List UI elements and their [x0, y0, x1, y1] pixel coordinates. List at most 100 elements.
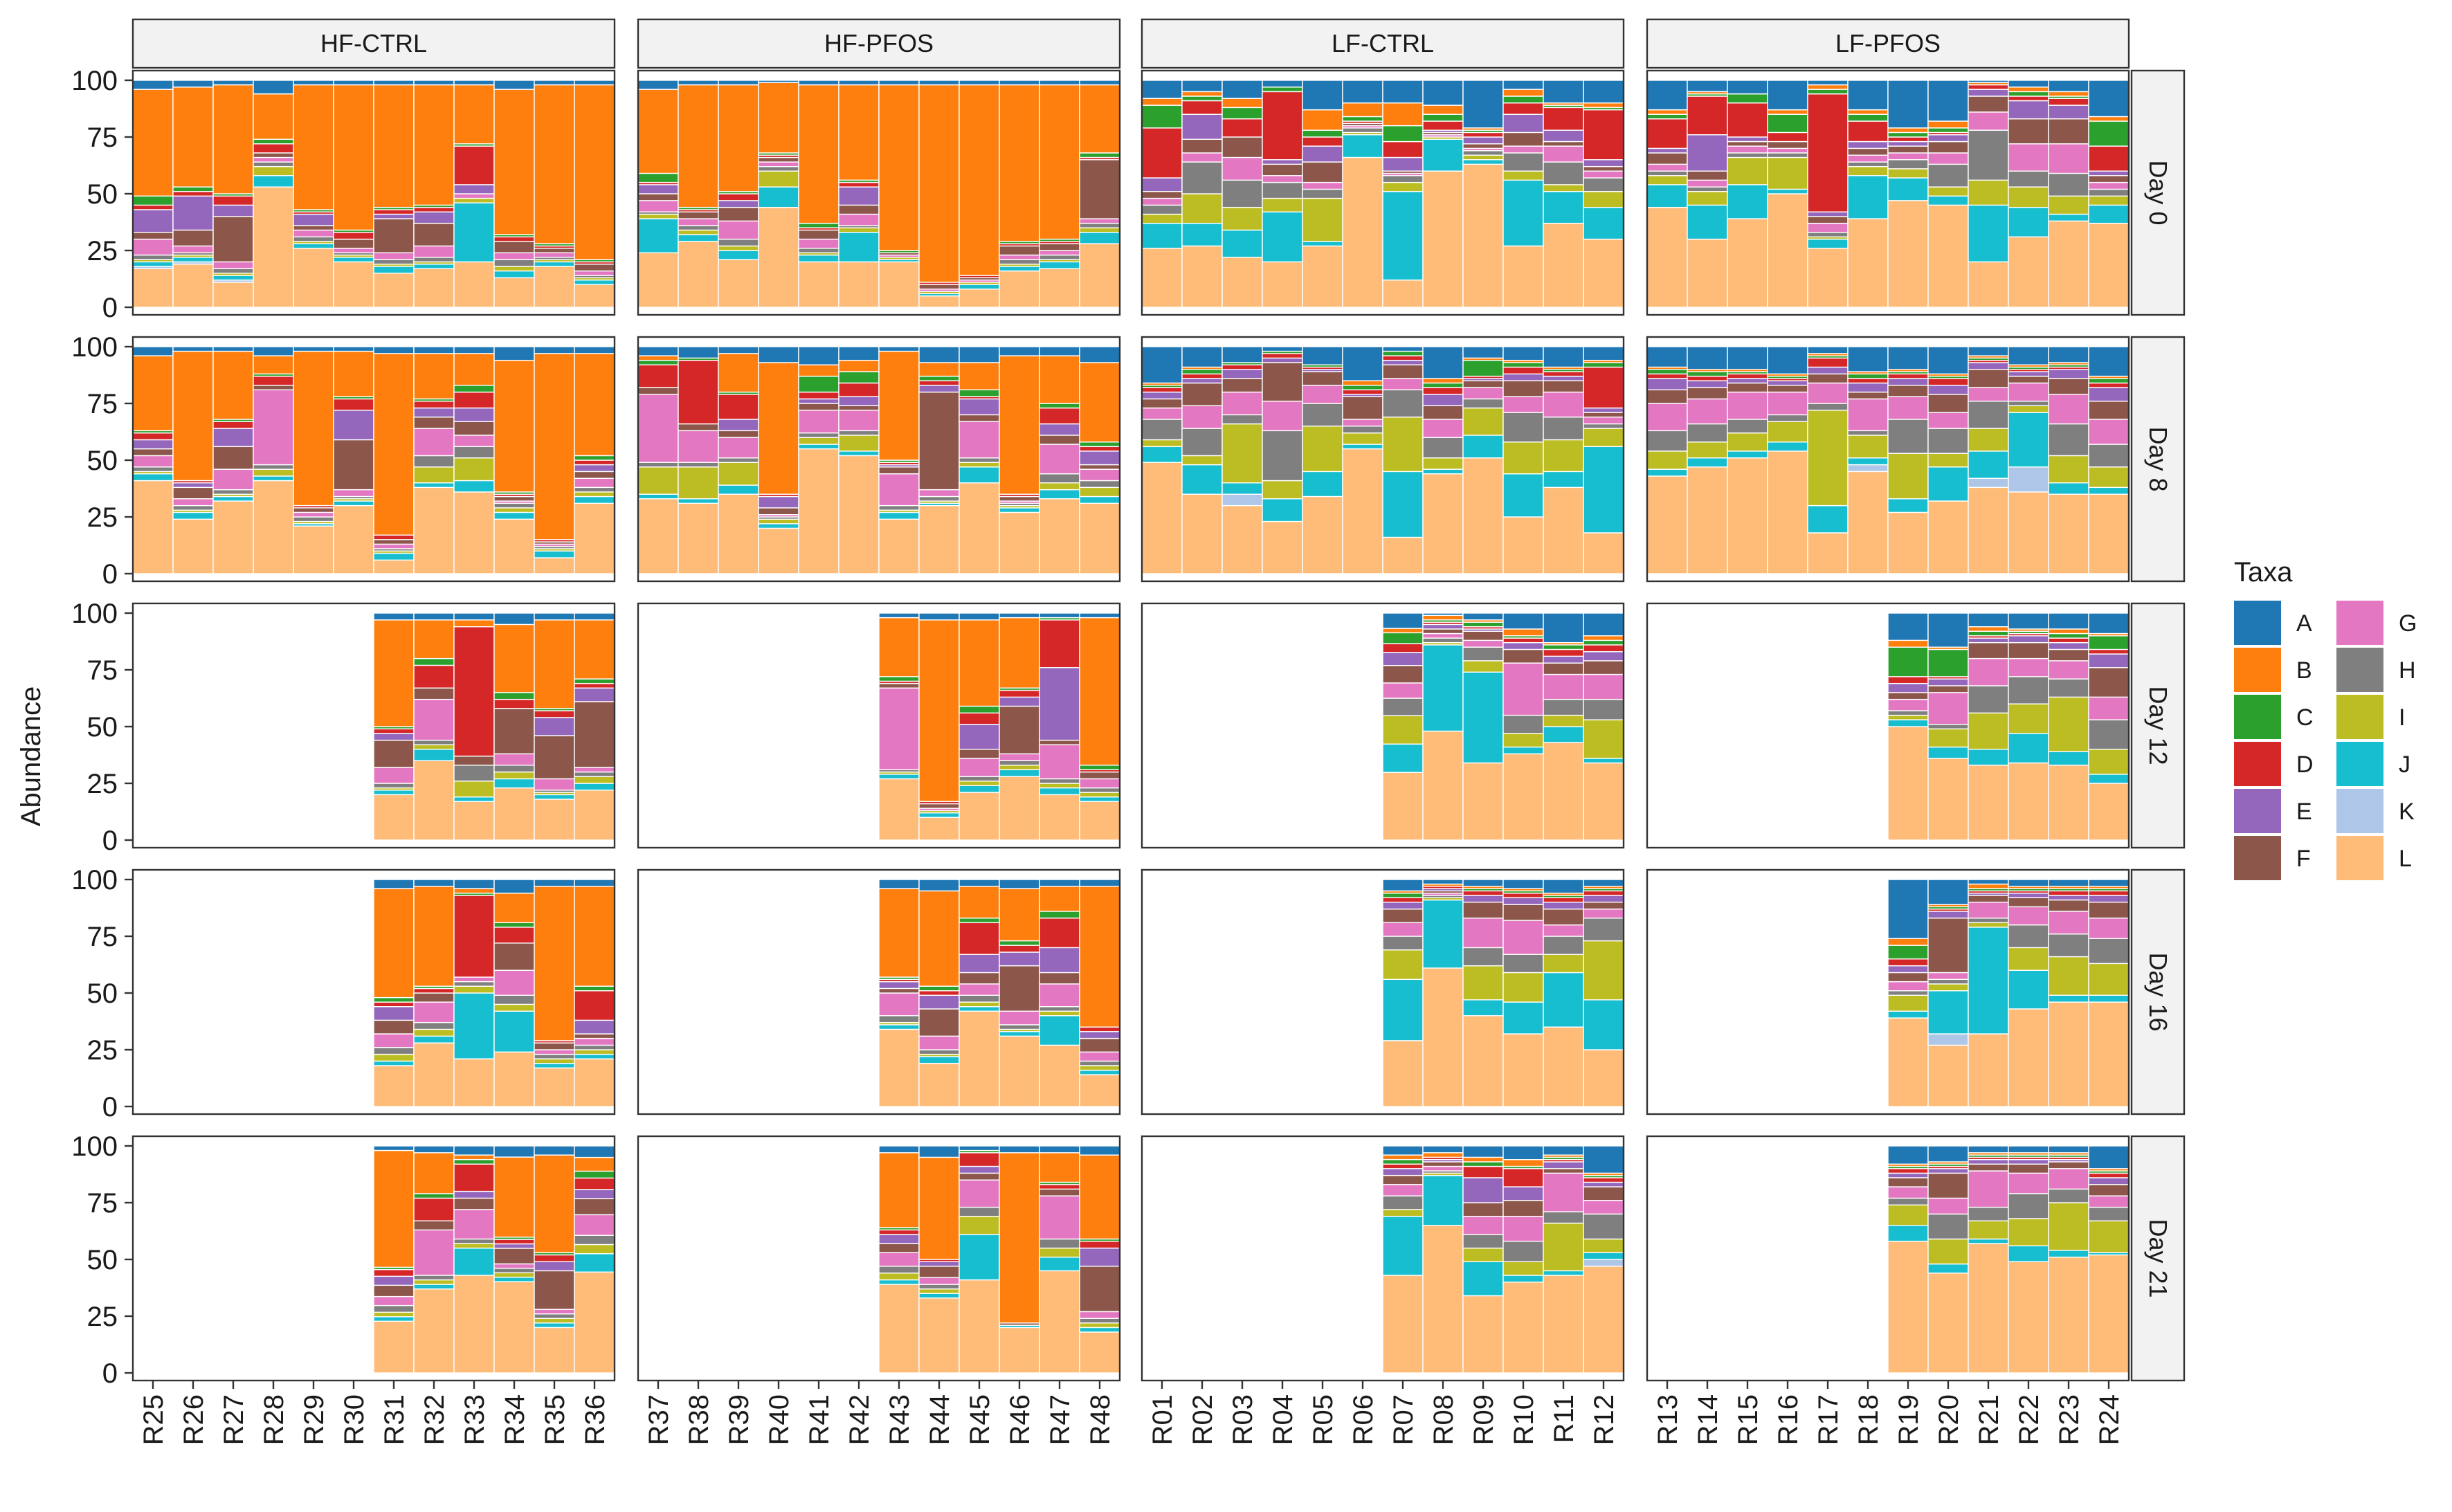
bar-segment-A: [132, 80, 174, 90]
bar-segment-L: [838, 261, 880, 308]
bar-segment-E: [1968, 637, 2009, 644]
bar-segment-I: [1543, 1222, 1584, 1272]
bar-segment-H: [878, 504, 920, 511]
bar-segment-B: [838, 84, 880, 181]
bar-segment-C: [1646, 369, 1688, 375]
y-tick-label: 25: [87, 1035, 118, 1066]
bar-segment-A: [212, 80, 254, 86]
bar-segment-F: [1039, 435, 1080, 445]
bar-segment-E: [1727, 378, 1768, 384]
bar-segment-K: [2008, 466, 2049, 493]
bar-segment-B: [1422, 614, 1464, 621]
bar-segment-G: [453, 1209, 495, 1240]
bar-segment-A: [1543, 879, 1584, 894]
bar-segment-H: [1887, 419, 1929, 454]
bar-segment-H: [678, 462, 719, 468]
bar-segment-B: [413, 84, 455, 206]
bar-segment-L: [293, 525, 334, 574]
bar-segment-F: [918, 284, 960, 290]
bar-segment-F: [574, 471, 615, 479]
bar-segment-A: [1222, 80, 1263, 99]
bar-segment-G: [1543, 924, 1584, 937]
bar-segment-F: [959, 414, 1000, 422]
bar-segment-I: [493, 771, 535, 780]
bar-R34: [493, 80, 535, 308]
bar-segment-E: [1502, 641, 1544, 650]
bar-segment-J: [1543, 471, 1584, 489]
bar-segment-I: [1502, 441, 1544, 475]
bar-segment-A: [678, 346, 719, 359]
panel-frame: [131, 868, 616, 1115]
bar-segment-F: [758, 156, 799, 163]
bar-segment-I: [718, 462, 759, 486]
bar-segment-C: [1727, 93, 1768, 104]
bar-segment-I: [1079, 486, 1120, 498]
bar-R46: [999, 80, 1040, 308]
bar-segment-B: [253, 93, 294, 140]
bar-segment-J: [1646, 184, 1688, 208]
bar-segment-A: [798, 346, 839, 365]
bar-segment-I: [1039, 783, 1080, 789]
bar-segment-I: [1502, 170, 1544, 181]
bar-segment-L: [574, 790, 615, 841]
bar-R20: [1927, 346, 1969, 574]
bar-segment-J: [1382, 1215, 1424, 1276]
bar-segment-B: [878, 888, 920, 978]
bar-segment-I: [1382, 715, 1424, 745]
bar-segment-F: [253, 152, 294, 158]
bar-segment-B: [1302, 109, 1343, 131]
bar-segment-J: [534, 1062, 575, 1068]
column-strip-bg: [637, 18, 1121, 69]
bar-segment-L: [1583, 1049, 1624, 1107]
bar-segment-F: [1382, 364, 1424, 379]
bar-segment-A: [2088, 1145, 2129, 1169]
bar-segment-G: [2048, 394, 2089, 425]
bar-segment-I: [1462, 1247, 1504, 1262]
bar-segment-E: [1887, 140, 1929, 147]
bar-segment-D: [453, 391, 495, 409]
bar-segment-F: [1927, 1172, 1969, 1199]
bar-segment-G: [1039, 444, 1080, 475]
bar-segment-G: [534, 1309, 575, 1315]
bar-segment-D: [493, 1239, 535, 1245]
bar-segment-F: [172, 229, 214, 247]
bar-segment-F: [493, 1248, 535, 1265]
bar-segment-A: [1079, 80, 1120, 86]
bar-segment-L: [1583, 532, 1624, 574]
bar-segment-B: [718, 84, 759, 192]
bar-segment-J: [1646, 468, 1688, 477]
bar-segment-E: [1382, 652, 1424, 666]
bar-segment-J: [1927, 746, 1969, 759]
bar-segment-E: [1039, 423, 1080, 436]
bar-segment-J: [1807, 238, 1849, 249]
row-strip-bg: [2130, 69, 2186, 316]
bar-segment-A: [1502, 80, 1544, 90]
bar-R23: [2048, 612, 2089, 841]
bar-segment-C: [1502, 362, 1544, 368]
bar-segment-E: [132, 209, 174, 233]
bar-segment-C: [637, 359, 679, 365]
bar-segment-A: [413, 80, 455, 86]
bar-segment-F: [878, 682, 920, 689]
bar-segment-B: [1422, 104, 1464, 115]
bar-segment-J: [1887, 177, 1929, 201]
bar-segment-J: [2088, 204, 2129, 224]
x-tick-label: R25: [138, 1394, 169, 1445]
bar-segment-A: [413, 346, 455, 354]
bar-segment-F: [1543, 908, 1584, 926]
bar-segment-G: [493, 252, 535, 260]
bar-R07: [1382, 612, 1424, 841]
bar-segment-I: [678, 466, 719, 500]
bar-segment-G: [1079, 1051, 1120, 1062]
bar-segment-C: [1927, 648, 1969, 677]
bar-R09: [1462, 612, 1504, 841]
bar-segment-G: [172, 245, 214, 253]
bar-segment-J: [413, 749, 455, 761]
bar-segment-A: [493, 1145, 535, 1158]
bar-R10: [1502, 612, 1544, 841]
bar-segment-L: [1422, 170, 1464, 308]
bar-segment-A: [1887, 612, 1929, 641]
bar-segment-L: [1502, 1282, 1544, 1374]
bar-segment-C: [1382, 350, 1424, 356]
bar-segment-F: [534, 735, 575, 780]
